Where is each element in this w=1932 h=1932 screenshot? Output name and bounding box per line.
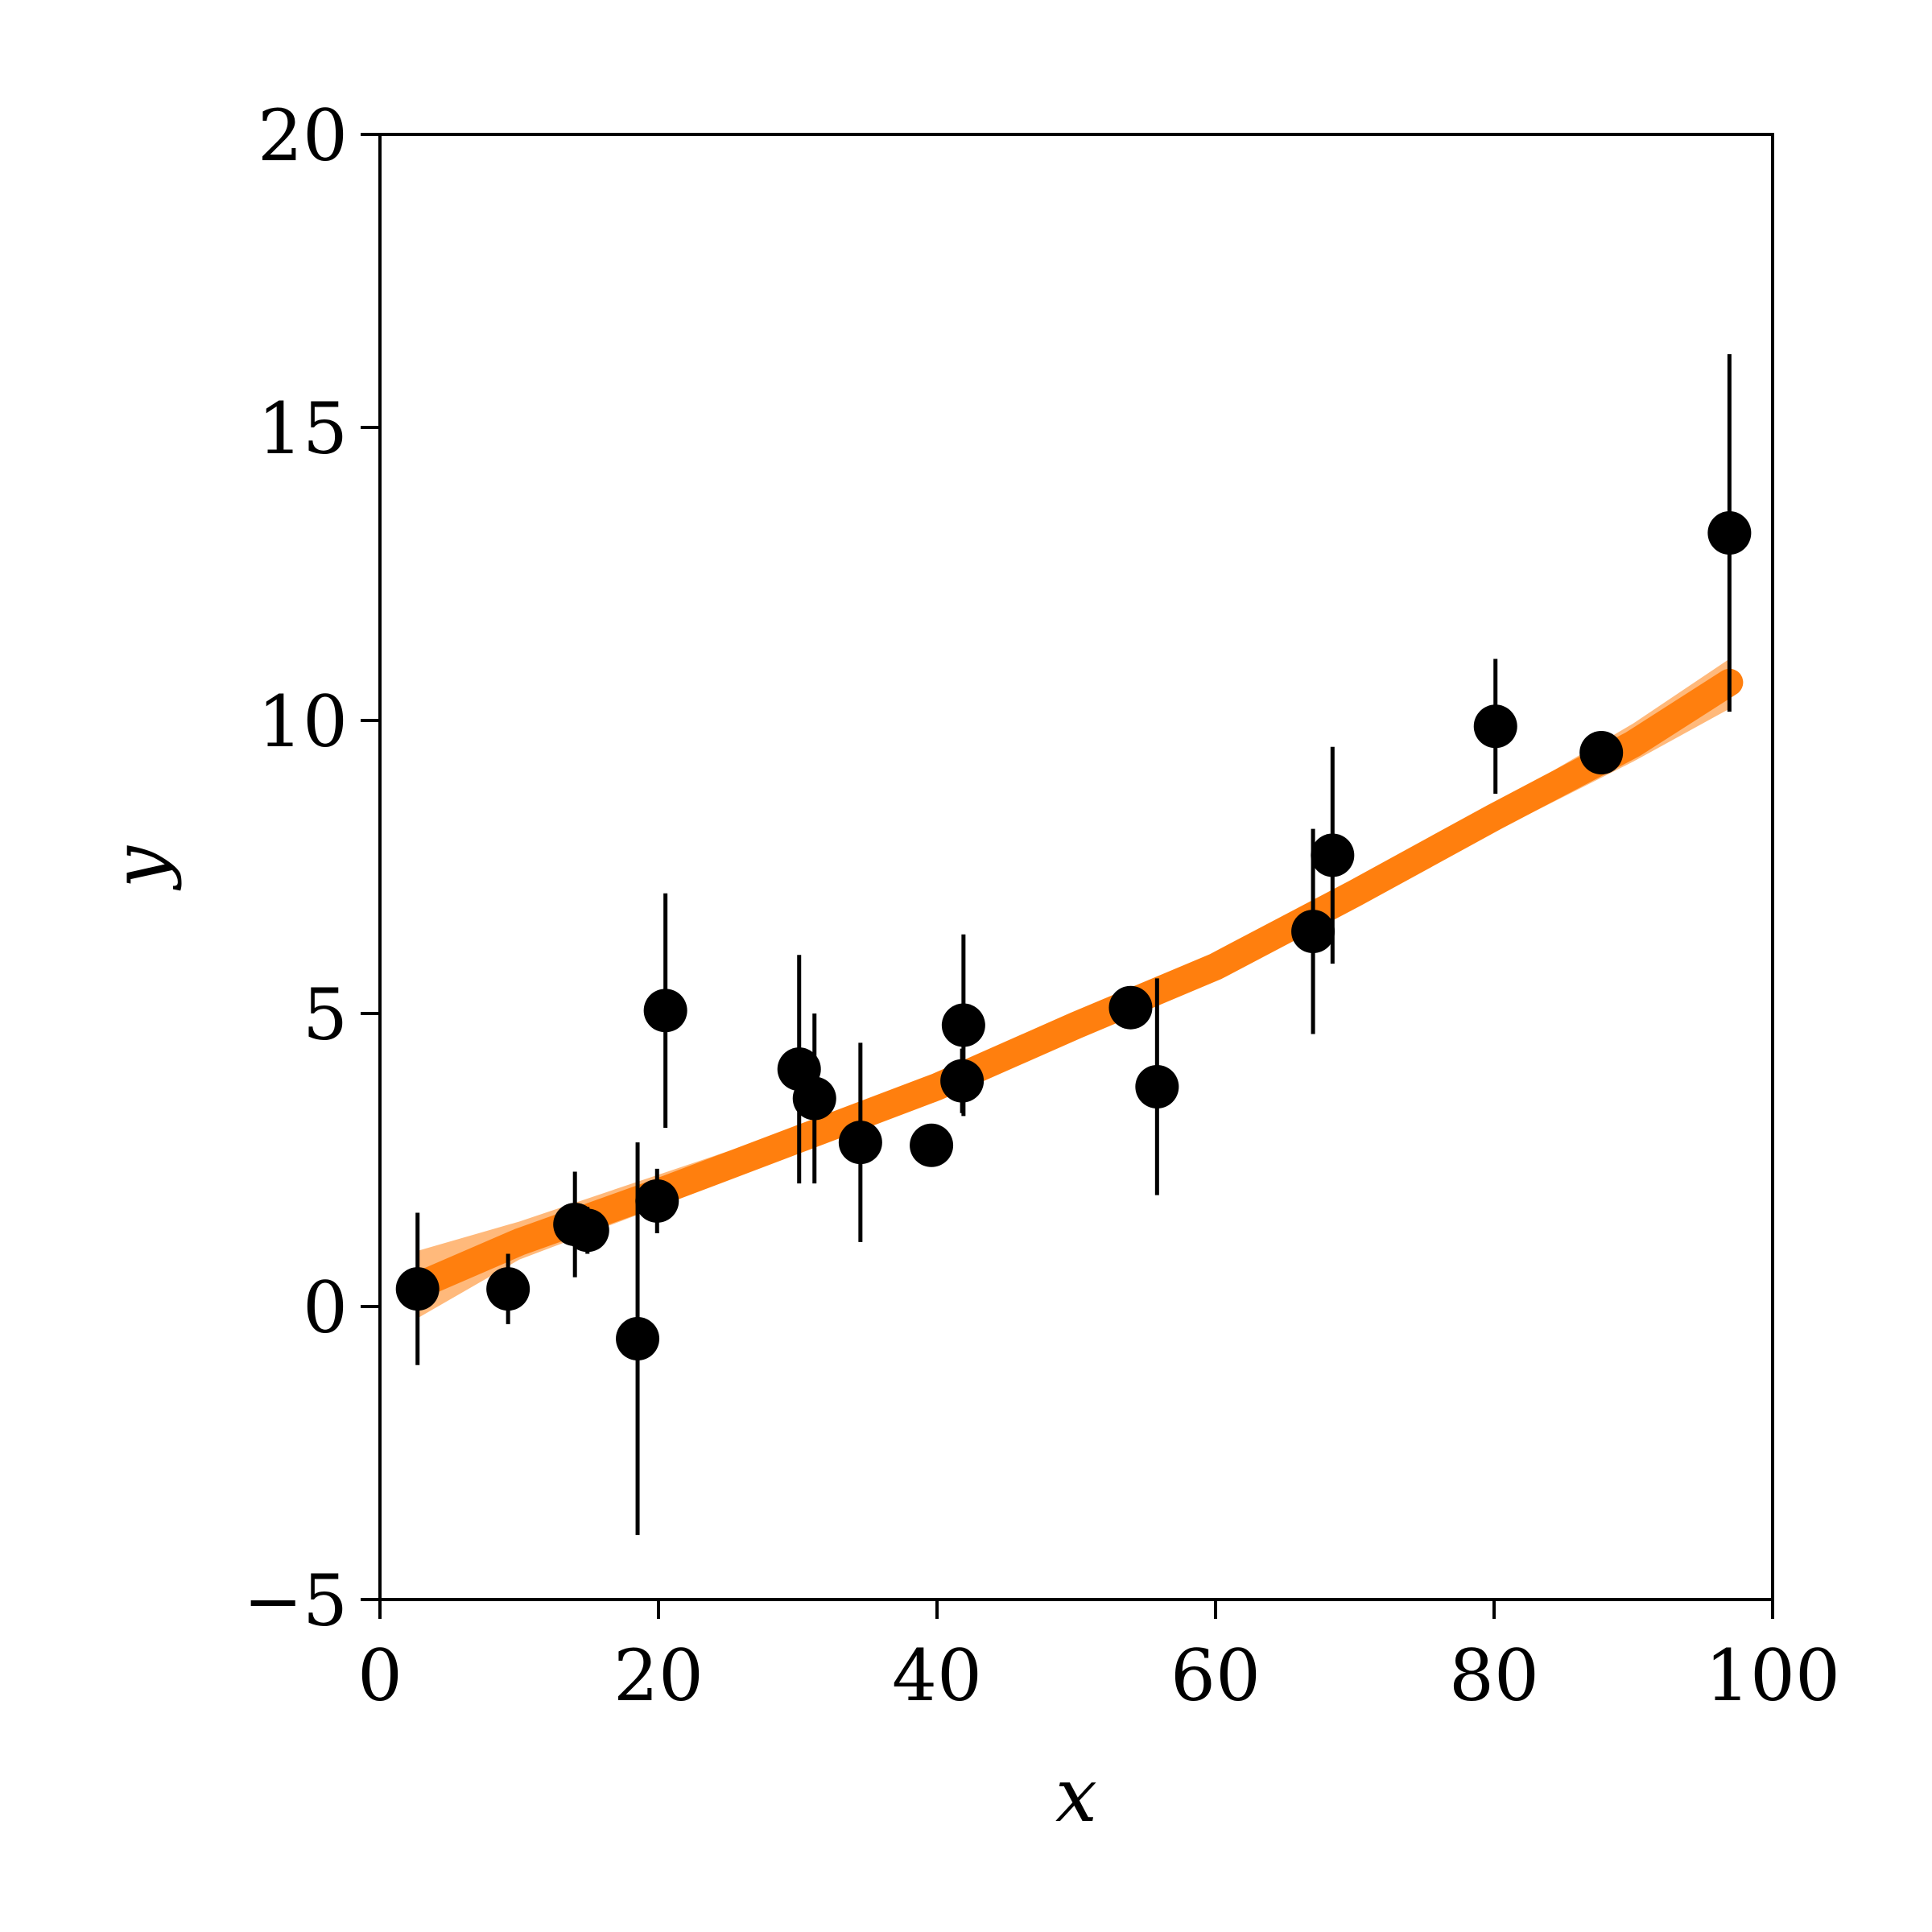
y-tick-label: 0 xyxy=(303,1266,348,1349)
data-point xyxy=(486,1267,530,1311)
data-point xyxy=(1135,1065,1179,1108)
data-point xyxy=(1108,985,1153,1030)
data-point xyxy=(643,989,687,1033)
data-point xyxy=(565,1208,609,1253)
x-tick-label: 60 xyxy=(1170,1634,1261,1717)
data-point xyxy=(910,1123,954,1167)
y-tick-label: 15 xyxy=(258,387,348,470)
data-point xyxy=(940,1059,985,1103)
data-point xyxy=(1579,731,1624,775)
error-bar-layer xyxy=(415,354,1732,1535)
fit-line xyxy=(403,668,1744,1300)
y-axis-label: y xyxy=(97,845,183,891)
data-point xyxy=(1291,910,1335,954)
data-point xyxy=(941,1003,985,1047)
x-tick-label: 40 xyxy=(892,1634,982,1717)
data-point xyxy=(1311,833,1355,877)
x-axis-label: x xyxy=(1055,1752,1097,1839)
data-point xyxy=(1707,511,1752,555)
data-point xyxy=(1473,704,1517,749)
x-tick-label: 20 xyxy=(613,1634,704,1717)
y-tick-label: 20 xyxy=(258,94,348,177)
x-tick-label: 80 xyxy=(1449,1634,1539,1717)
data-point xyxy=(395,1267,440,1311)
x-tick-label: 100 xyxy=(1705,1634,1840,1717)
data-point xyxy=(616,1317,660,1361)
data-point xyxy=(838,1121,882,1165)
data-point xyxy=(792,1076,836,1121)
fit-band-layer xyxy=(403,658,1744,1319)
data-point-layer xyxy=(395,511,1752,1361)
y-tick-label: 5 xyxy=(303,973,348,1056)
y-tick-label: 10 xyxy=(258,680,348,763)
axes-frame xyxy=(378,133,1774,1601)
data-point xyxy=(635,1179,679,1223)
y-tick-label: −5 xyxy=(243,1559,348,1642)
x-tick-label: 0 xyxy=(357,1634,402,1717)
